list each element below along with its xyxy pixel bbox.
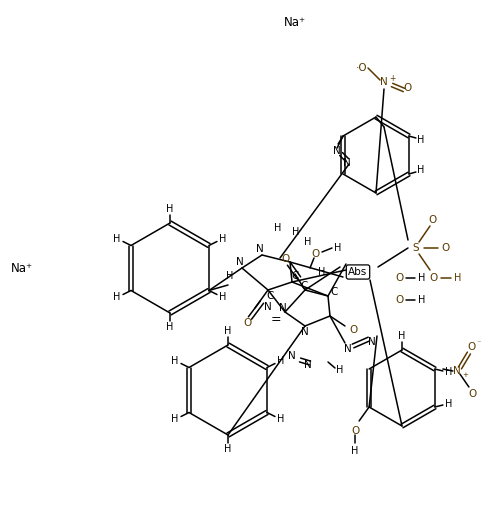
Text: O: O bbox=[441, 243, 449, 253]
Text: +: + bbox=[388, 74, 394, 82]
Text: C: C bbox=[330, 287, 337, 297]
Text: H: H bbox=[318, 267, 325, 277]
Text: H: H bbox=[224, 444, 231, 454]
Text: H: H bbox=[219, 233, 226, 244]
Text: N: N bbox=[256, 244, 264, 254]
Text: H: H bbox=[444, 399, 452, 409]
Text: +: + bbox=[461, 372, 467, 378]
Text: H: H bbox=[334, 243, 341, 253]
Text: ⁻: ⁻ bbox=[476, 338, 480, 348]
Text: Na⁺: Na⁺ bbox=[284, 15, 306, 29]
Text: O: O bbox=[349, 325, 357, 335]
Text: C: C bbox=[291, 271, 298, 281]
Text: N: N bbox=[379, 77, 387, 87]
Text: H: H bbox=[166, 322, 173, 332]
Text: O: O bbox=[467, 342, 475, 352]
Text: H: H bbox=[171, 415, 178, 424]
Text: H: H bbox=[397, 331, 405, 341]
Text: O: O bbox=[350, 426, 359, 436]
Text: H: H bbox=[171, 355, 178, 366]
Text: H: H bbox=[416, 135, 424, 145]
Text: H: H bbox=[416, 165, 424, 175]
Text: N: N bbox=[288, 351, 295, 361]
Text: Abs: Abs bbox=[348, 267, 367, 277]
Text: H: H bbox=[292, 227, 299, 237]
Text: H: H bbox=[219, 292, 226, 303]
Text: H: H bbox=[417, 295, 425, 305]
Text: O: O bbox=[428, 215, 436, 225]
Text: N: N bbox=[344, 344, 351, 354]
Text: H: H bbox=[224, 326, 231, 336]
Text: C: C bbox=[300, 281, 307, 291]
Text: C: C bbox=[266, 291, 273, 301]
Text: N: N bbox=[452, 366, 460, 376]
Text: ·O: ·O bbox=[356, 63, 367, 73]
Text: Na⁺: Na⁺ bbox=[11, 262, 33, 274]
Text: N: N bbox=[343, 158, 350, 168]
Text: H: H bbox=[166, 204, 173, 214]
Text: N: N bbox=[333, 146, 340, 156]
Text: N: N bbox=[301, 327, 308, 337]
Text: O: O bbox=[429, 273, 437, 283]
Text: H: H bbox=[277, 415, 284, 424]
Text: H: H bbox=[304, 237, 311, 247]
Text: O: O bbox=[395, 273, 403, 283]
Text: H: H bbox=[336, 365, 343, 375]
Text: O: O bbox=[468, 389, 476, 399]
Text: O: O bbox=[403, 83, 411, 93]
Text: H: H bbox=[274, 223, 281, 233]
Text: H: H bbox=[226, 271, 233, 281]
Text: H: H bbox=[444, 367, 452, 377]
Text: H: H bbox=[113, 233, 120, 244]
Text: =: = bbox=[270, 313, 281, 327]
Text: O: O bbox=[395, 295, 403, 305]
Text: S: S bbox=[412, 243, 418, 253]
Text: O: O bbox=[311, 249, 320, 259]
Text: O: O bbox=[243, 318, 252, 328]
Text: H: H bbox=[113, 292, 120, 303]
Text: N: N bbox=[367, 337, 375, 347]
Text: O: O bbox=[282, 254, 290, 264]
Text: H: H bbox=[277, 355, 284, 366]
Text: H: H bbox=[453, 273, 461, 283]
Text: H: H bbox=[417, 273, 425, 283]
Text: N: N bbox=[235, 257, 243, 267]
Text: N: N bbox=[304, 360, 311, 370]
Text: H: H bbox=[351, 446, 358, 456]
Text: N: N bbox=[264, 302, 272, 312]
Text: N: N bbox=[279, 303, 286, 313]
